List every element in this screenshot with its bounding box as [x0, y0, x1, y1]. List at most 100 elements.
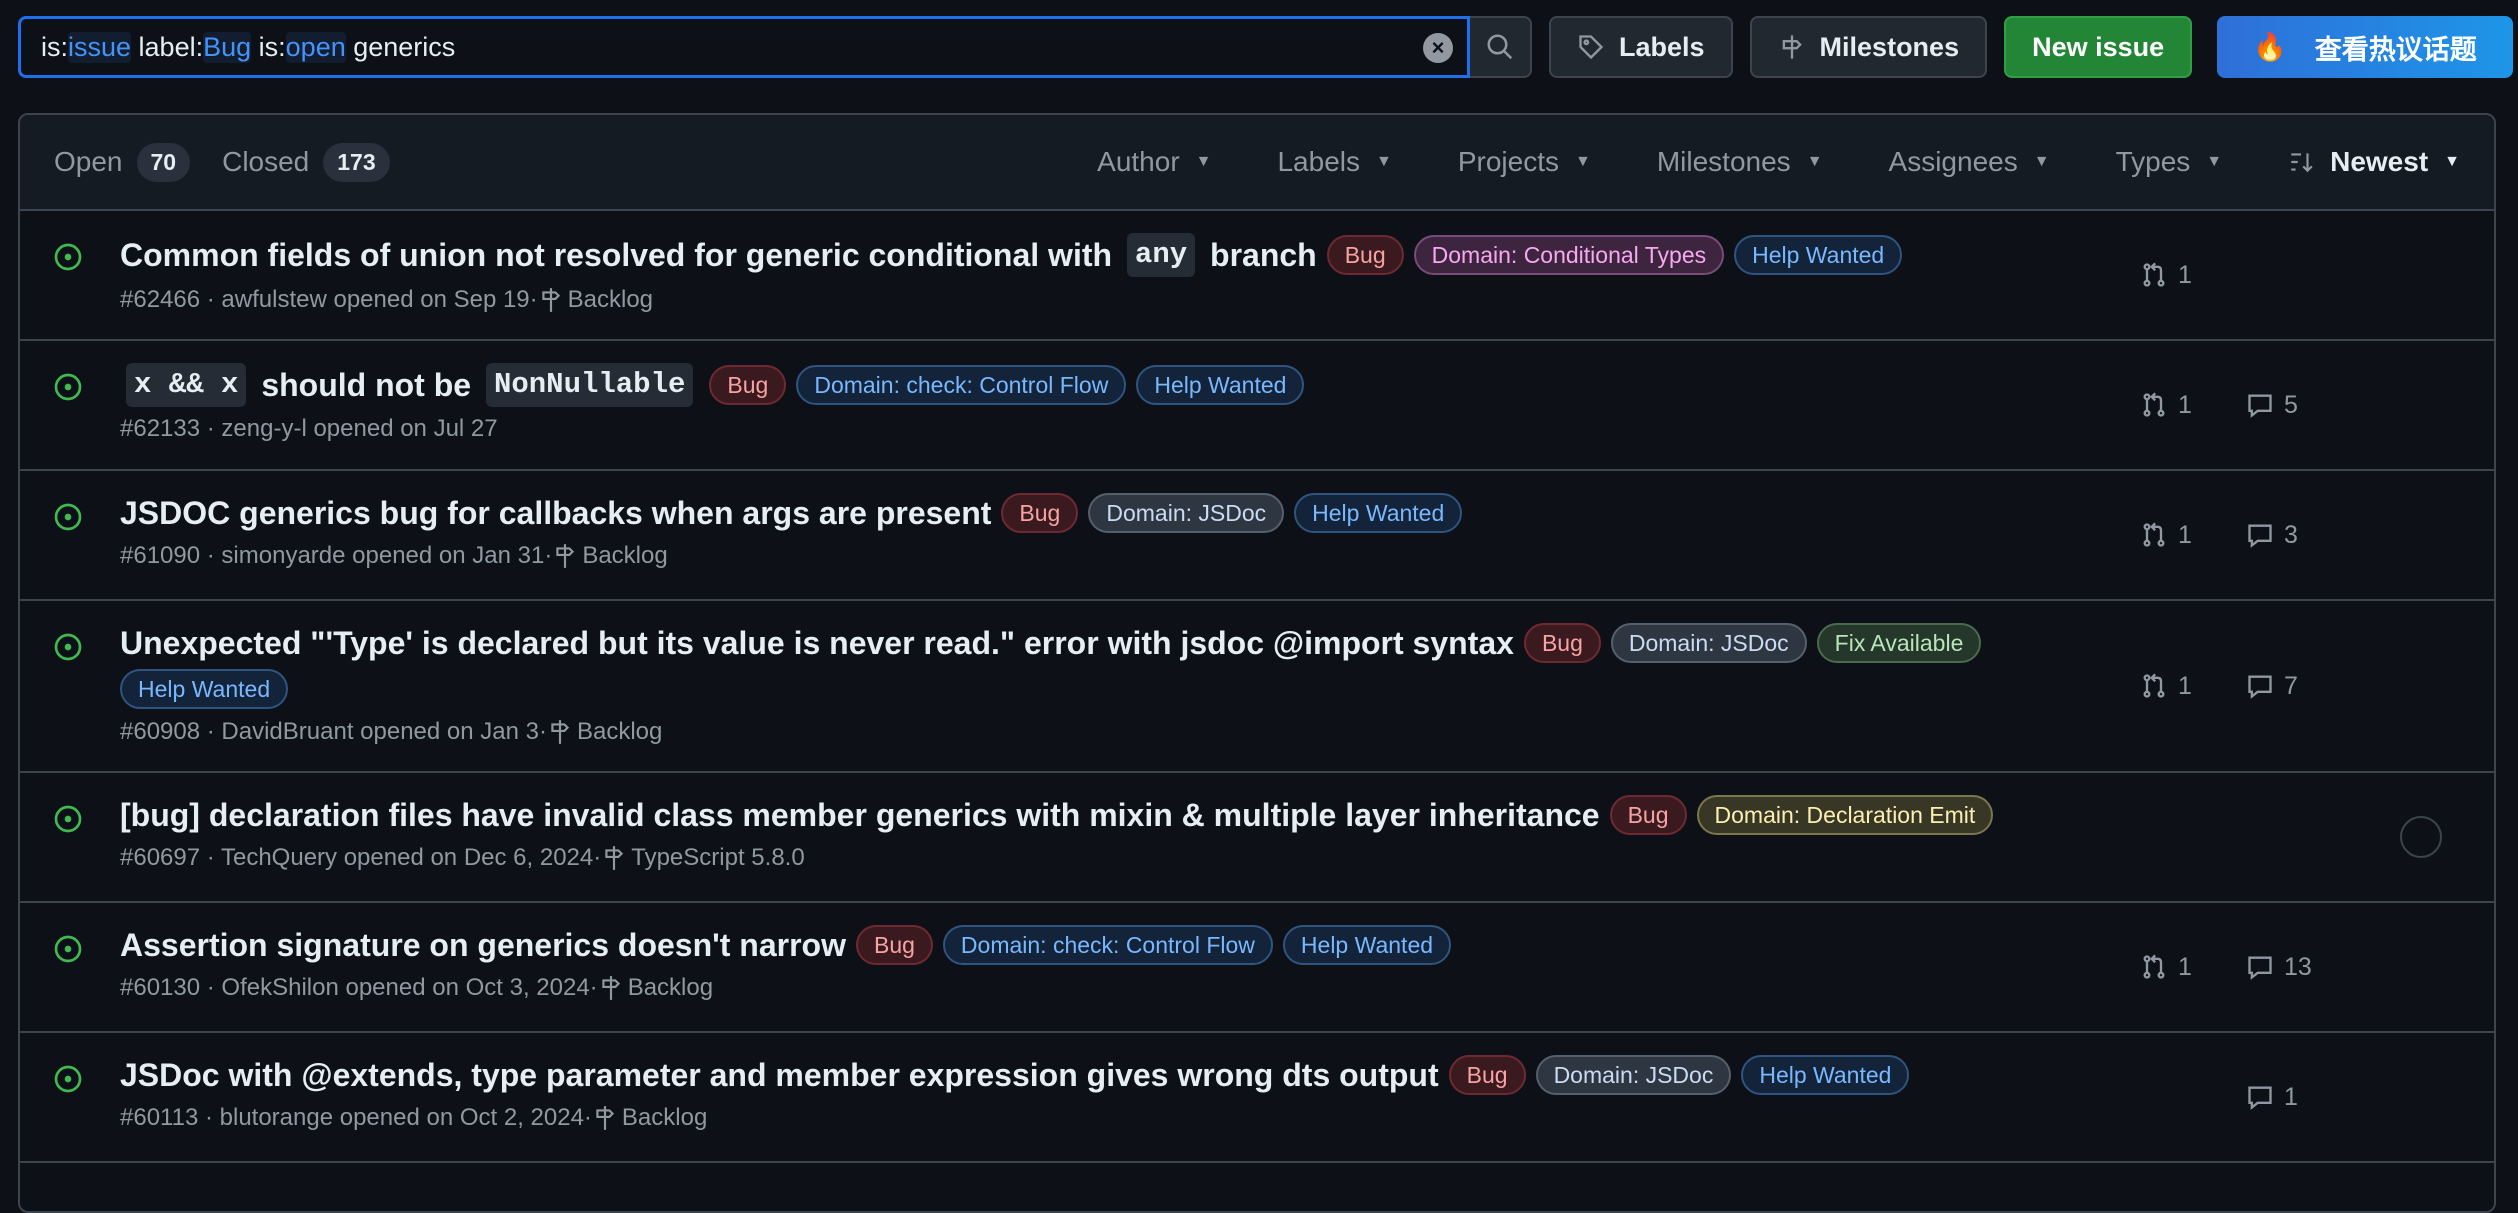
issue-title[interactable]: Common fields of union not resolved for … [120, 233, 2080, 277]
filter-projects[interactable]: Projects ▼ [1458, 146, 1591, 178]
milestone-link[interactable]: Backlog [592, 1103, 707, 1133]
label-badge[interactable]: Help Wanted [120, 669, 289, 709]
milestone-link[interactable]: Backlog [552, 541, 668, 571]
title-text: JSDOC generics bug for callbacks when ar… [120, 495, 992, 531]
linked-prs[interactable]: 1 [2140, 672, 2192, 701]
label-badge[interactable]: Domain: check: Control Flow [942, 925, 1273, 965]
hot-topics-button[interactable]: 🔥 查看热议话题 [2217, 16, 2513, 78]
pull-request-icon [2143, 522, 2165, 547]
label-badge[interactable]: Fix Available [1816, 623, 1982, 663]
caret-down-icon: ▼ [1806, 153, 1823, 170]
comments[interactable]: 13 [2246, 953, 2312, 982]
label-badge[interactable]: Help Wanted [1294, 493, 1463, 533]
label-badge[interactable]: Domain: check: Control Flow [796, 365, 1127, 405]
open-tab[interactable]: Open 70 [54, 142, 191, 182]
milestone-link[interactable]: Backlog [598, 973, 713, 1003]
label-badge[interactable]: Domain: JSDoc [1088, 493, 1285, 533]
issue-title[interactable]: Assertion signature on generics doesn't … [120, 925, 2080, 965]
label-badge[interactable]: Bug [1001, 493, 1079, 533]
label-badge[interactable]: Help Wanted [1136, 365, 1305, 405]
issue-open-icon [54, 373, 82, 401]
issue-number[interactable]: #60130 [120, 974, 201, 1001]
sort-icon [2291, 153, 2313, 173]
closed-tab[interactable]: Closed 173 [222, 142, 390, 182]
issue-title[interactable]: JSDoc with @extends, type parameter and … [120, 1055, 2080, 1095]
issue-row[interactable]: [bug] declaration files have invalid cla… [20, 773, 2494, 903]
milestone-link[interactable]: Backlog [547, 717, 662, 747]
title-text: should not be [252, 367, 480, 403]
issue-number[interactable]: #61090 [120, 542, 201, 569]
pr-count: 1 [2178, 520, 2192, 549]
linked-prs[interactable]: 1 [2140, 261, 2192, 290]
label-badge[interactable]: Bug [1326, 235, 1404, 275]
issue-number[interactable]: #60113 [120, 1104, 199, 1131]
label-badge[interactable]: Bug [1448, 1055, 1526, 1095]
linked-prs[interactable]: 1 [2140, 391, 2192, 420]
new-issue-button[interactable]: New issue [2004, 16, 2193, 78]
issue-number[interactable]: #60908 [120, 718, 201, 745]
label-badge[interactable]: Bug [855, 925, 933, 965]
issue-row[interactable]: x && x should not be NonNullable Bug Domai… [20, 341, 2494, 471]
sort-dropdown[interactable]: Newest ▼ [2288, 146, 2460, 178]
title-text: [bug] declaration files have invalid cla… [120, 797, 1600, 833]
milestone-link[interactable]: TypeScript 5.8.0 [601, 843, 805, 873]
assignee-avatar[interactable] [2400, 816, 2442, 858]
issue-open-icon [54, 1065, 82, 1093]
milestone-icon [1782, 35, 1802, 59]
caret-down-icon: ▼ [2033, 153, 2050, 170]
linked-prs[interactable]: 1 [2140, 521, 2192, 550]
issue-number[interactable]: #60697 [120, 844, 201, 871]
filters: Author ▼ Labels ▼ Projects ▼ Milestones ▼ Assign… [1031, 146, 2460, 178]
issue-title[interactable]: x && x should not be NonNullable Bug Domai… [120, 363, 2080, 407]
label-badge[interactable]: Domain: JSDoc [1610, 623, 1807, 663]
label-badge[interactable]: Domain: Declaration Emit [1696, 795, 1994, 835]
filter-labels[interactable]: Labels ▼ [1277, 146, 1391, 178]
filter-assignees[interactable]: Assignees ▼ [1889, 146, 2050, 178]
issue-title[interactable]: Unexpected "'Type' is declared but its v… [120, 623, 2080, 709]
filter-milestones[interactable]: Milestones ▼ [1657, 146, 1823, 178]
issue-opened-by: · DavidBruant opened on Jan 3· [200, 718, 547, 745]
issue-row[interactable]: JSDoc with @extends, type parameter and … [20, 1033, 2494, 1163]
issue-stats: 1 [20, 211, 2494, 339]
issue-row[interactable]: JSDOC generics bug for callbacks when ar… [20, 471, 2494, 601]
comment-count: 3 [2284, 520, 2298, 549]
issue-number[interactable]: #62466 [120, 286, 201, 313]
label-badge[interactable]: Domain: Conditional Types [1413, 235, 1725, 275]
label-badge[interactable]: Bug [1609, 795, 1687, 835]
milestone-link[interactable]: Backlog [538, 285, 653, 315]
search-button[interactable] [1470, 16, 1532, 78]
issue-meta: #60908 · DavidBruant opened on Jan 3· Bac… [120, 717, 2494, 747]
issue-meta: #60697 · TechQuery opened on Dec 6, 2024… [120, 843, 2494, 873]
issue-row[interactable]: Assertion signature on generics doesn't … [20, 903, 2494, 1033]
filter-author[interactable]: Author ▼ [1097, 146, 1211, 178]
filter-types[interactable]: Types ▼ [2116, 146, 2223, 178]
label-badge[interactable]: Bug [709, 365, 787, 405]
milestone-name: Backlog [621, 1104, 708, 1131]
issue-stats: 1 13 [20, 903, 2494, 1031]
query-key: is: [251, 31, 286, 62]
label-badge[interactable]: Domain: JSDoc [1535, 1055, 1732, 1095]
label-badge[interactable]: Help Wanted [1734, 235, 1903, 275]
fire-icon: 🔥 [2253, 32, 2287, 62]
issue-row[interactable]: Common fields of union not resolved for … [20, 211, 2494, 341]
label-badge[interactable]: Help Wanted [1741, 1055, 1910, 1095]
comments[interactable]: 3 [2246, 521, 2298, 550]
milestone-name: Backlog [576, 718, 663, 745]
issue-open-icon [54, 805, 82, 833]
search-input[interactable]: is: issue label: Bug is: open generics × [18, 16, 1470, 78]
clear-search-icon[interactable]: × [1423, 33, 1453, 63]
issue-number[interactable]: #62133 [120, 415, 201, 442]
issue-title[interactable]: JSDOC generics bug for callbacks when ar… [120, 493, 2080, 533]
label-badge[interactable]: Bug [1523, 623, 1601, 663]
issue-title[interactable]: [bug] declaration files have invalid cla… [120, 795, 2080, 835]
labels-button[interactable]: Labels [1549, 16, 1733, 78]
comments[interactable]: 1 [2246, 1083, 2298, 1112]
comments[interactable]: 7 [2246, 672, 2298, 701]
issues-panel: Open 70 Closed 173 Author ▼ Labels ▼ Projects ▼… [18, 113, 2496, 1213]
label-badge[interactable]: Help Wanted [1282, 925, 1452, 965]
milestone-icon [602, 976, 620, 1000]
linked-prs[interactable]: 1 [2140, 953, 2192, 982]
comments[interactable]: 5 [2246, 391, 2298, 420]
issue-row[interactable]: Unexpected "'Type' is declared but its v… [20, 601, 2494, 773]
milestones-button[interactable]: Milestones [1749, 16, 1988, 78]
